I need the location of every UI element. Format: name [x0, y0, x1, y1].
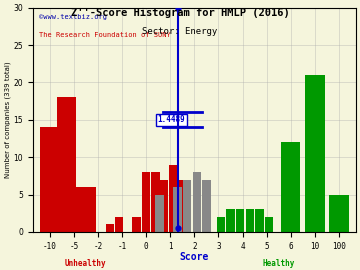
Bar	[236, 210, 244, 232]
Bar	[217, 217, 225, 232]
Bar	[226, 210, 235, 232]
Bar	[281, 142, 300, 232]
X-axis label: Score: Score	[180, 252, 209, 262]
Bar	[115, 217, 123, 232]
Bar	[155, 194, 164, 232]
Bar	[169, 165, 177, 232]
Bar	[57, 97, 67, 232]
Y-axis label: Number of companies (339 total): Number of companies (339 total)	[4, 62, 11, 178]
Bar	[151, 172, 159, 232]
Bar	[246, 210, 254, 232]
Bar	[67, 97, 76, 232]
Bar	[76, 187, 95, 232]
Bar	[160, 180, 168, 232]
Text: Sector: Energy: Sector: Energy	[142, 27, 218, 36]
Bar	[265, 217, 273, 232]
Bar	[183, 180, 192, 232]
Bar	[193, 172, 201, 232]
Bar	[40, 127, 59, 232]
Text: ©www.textbiz.org: ©www.textbiz.org	[39, 14, 107, 21]
Bar	[106, 224, 114, 232]
Bar	[173, 187, 182, 232]
Text: Unhealthy: Unhealthy	[65, 259, 107, 268]
Text: Z''-Score Histogram for HMLP (2016): Z''-Score Histogram for HMLP (2016)	[71, 8, 289, 18]
Bar	[255, 210, 264, 232]
Bar	[132, 217, 141, 232]
Text: Healthy: Healthy	[262, 259, 295, 268]
Text: 1.4489: 1.4489	[158, 115, 185, 124]
Bar	[142, 172, 150, 232]
Bar	[202, 180, 211, 232]
Bar	[178, 180, 186, 232]
Text: The Research Foundation of SUNY: The Research Foundation of SUNY	[39, 32, 171, 38]
Bar	[329, 194, 348, 232]
Bar	[305, 75, 324, 232]
